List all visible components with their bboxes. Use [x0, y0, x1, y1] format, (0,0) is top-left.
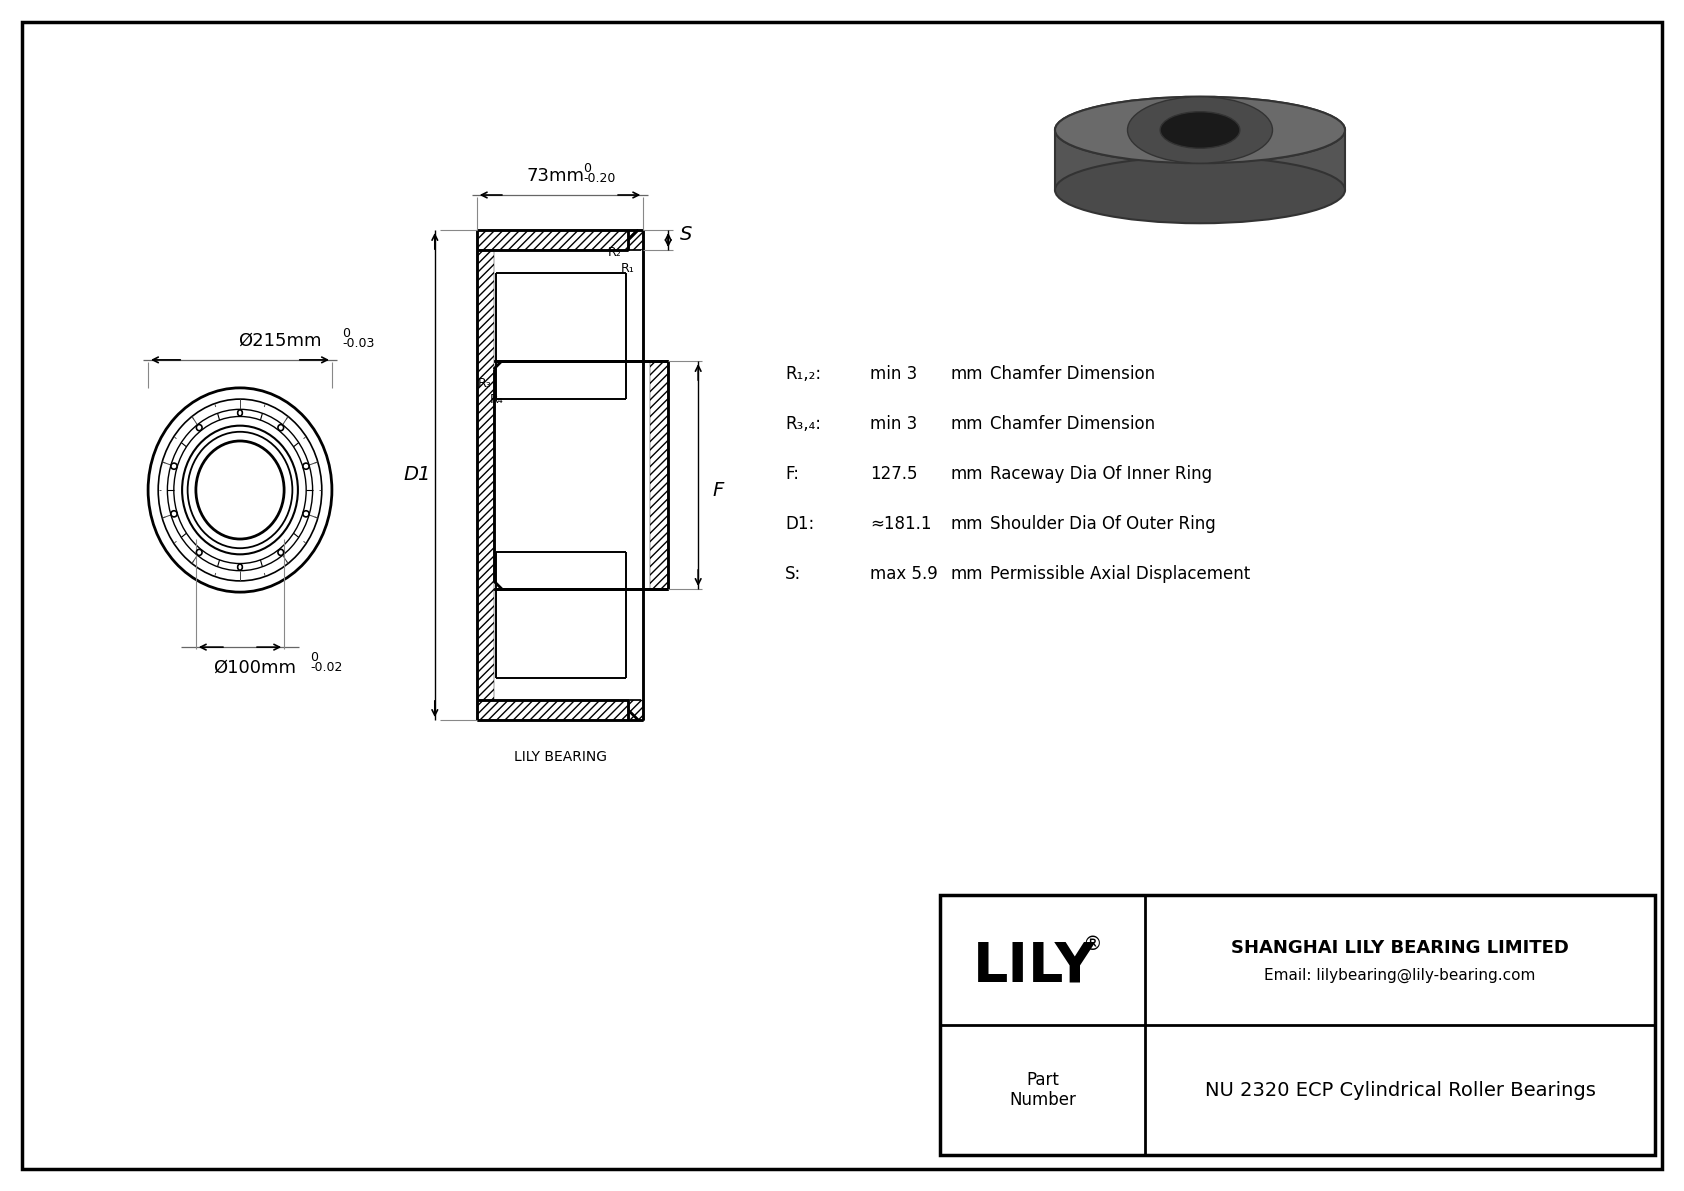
Text: R₃: R₃ [478, 376, 492, 389]
Ellipse shape [1160, 112, 1239, 149]
Text: R₄: R₄ [490, 393, 504, 406]
Ellipse shape [1164, 113, 1236, 146]
Text: LILY: LILY [973, 939, 1096, 993]
Text: ®: ® [1083, 935, 1103, 954]
Text: mm: mm [950, 565, 982, 584]
Bar [650, 361, 669, 590]
Bar [940, 894, 1655, 1155]
Text: F:: F: [785, 464, 798, 484]
Text: max 5.9: max 5.9 [871, 565, 938, 584]
Text: Shoulder Dia Of Outer Ring: Shoulder Dia Of Outer Ring [990, 515, 1216, 534]
Bar [477, 250, 493, 700]
Text: F: F [712, 480, 724, 499]
Text: -0.03: -0.03 [342, 337, 374, 350]
Text: R₃,₄:: R₃,₄: [785, 414, 822, 434]
Text: R₂: R₂ [608, 245, 621, 258]
Text: 127.5: 127.5 [871, 464, 918, 484]
Text: LILY BEARING: LILY BEARING [514, 750, 606, 763]
Text: Email: lilybearing@lily-bearing.com: Email: lilybearing@lily-bearing.com [1265, 967, 1536, 983]
Text: ≈181.1: ≈181.1 [871, 515, 931, 534]
Text: R₁,₂:: R₁,₂: [785, 364, 822, 384]
Text: S: S [680, 225, 692, 244]
Text: Permissible Axial Displacement: Permissible Axial Displacement [990, 565, 1250, 584]
Text: min 3: min 3 [871, 414, 918, 434]
Text: mm: mm [950, 364, 982, 384]
Ellipse shape [1054, 157, 1346, 223]
Text: -0.20: -0.20 [583, 172, 615, 185]
Text: Ø100mm: Ø100mm [214, 659, 296, 678]
Text: D1: D1 [402, 466, 431, 485]
Text: mm: mm [950, 515, 982, 534]
Text: R₁: R₁ [621, 262, 635, 274]
Text: min 3: min 3 [871, 364, 918, 384]
Ellipse shape [1054, 96, 1346, 163]
Text: 0: 0 [342, 326, 350, 339]
Text: -0.02: -0.02 [310, 661, 342, 674]
Ellipse shape [1128, 96, 1273, 163]
Text: Part
Number: Part Number [1009, 1071, 1076, 1109]
Text: Raceway Dia Of Inner Ring: Raceway Dia Of Inner Ring [990, 464, 1212, 484]
Text: 73mm: 73mm [525, 167, 584, 185]
Text: 0: 0 [310, 651, 318, 665]
Text: mm: mm [950, 414, 982, 434]
Text: SHANGHAI LILY BEARING LIMITED: SHANGHAI LILY BEARING LIMITED [1231, 939, 1569, 958]
Text: Ø215mm: Ø215mm [237, 332, 322, 350]
Ellipse shape [1054, 96, 1346, 163]
Bar [1054, 130, 1346, 191]
Text: S:: S: [785, 565, 802, 584]
Bar [477, 700, 643, 721]
Text: Chamfer Dimension: Chamfer Dimension [990, 364, 1155, 384]
Text: D1:: D1: [785, 515, 815, 534]
Text: 0: 0 [583, 162, 591, 175]
Bar [477, 230, 643, 250]
Text: mm: mm [950, 464, 982, 484]
Text: NU 2320 ECP Cylindrical Roller Bearings: NU 2320 ECP Cylindrical Roller Bearings [1204, 1080, 1595, 1099]
Text: Chamfer Dimension: Chamfer Dimension [990, 414, 1155, 434]
